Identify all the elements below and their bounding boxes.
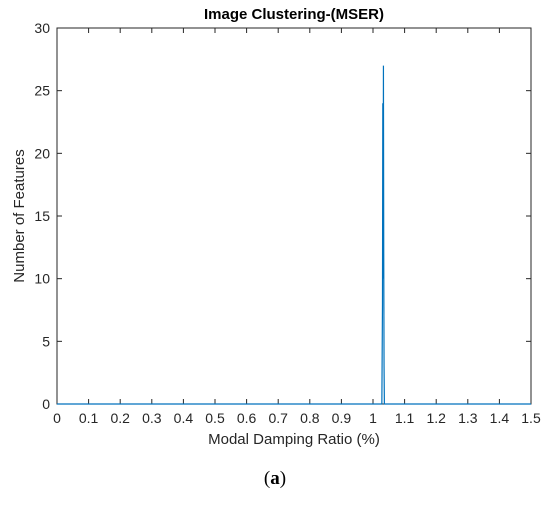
y-tick-label: 30 xyxy=(34,20,50,36)
y-axis: 0 5 10 15 20 25 30 xyxy=(34,20,531,412)
y-tick-label: 10 xyxy=(34,271,50,287)
caption-letter: a xyxy=(270,468,280,489)
plot-area xyxy=(56,27,532,405)
y-tick-label: 5 xyxy=(42,333,50,349)
y-tick-label: 25 xyxy=(34,83,50,99)
figure-caption: (a) xyxy=(263,468,287,489)
x-tick-label: 0.8 xyxy=(300,410,320,426)
x-tick-label: 0.9 xyxy=(332,410,352,426)
x-tick-label: 0 xyxy=(53,410,61,426)
x-tick-label: 1.3 xyxy=(458,410,478,426)
y-tick-label: 20 xyxy=(34,145,50,161)
x-tick-label: 0.1 xyxy=(79,410,99,426)
x-tick-label: 0.5 xyxy=(205,410,225,426)
chart-title: Image Clustering-(MSER) xyxy=(204,6,384,23)
x-tick-label: 0.6 xyxy=(237,410,257,426)
x-tick-label: 0.7 xyxy=(268,410,288,426)
x-tick-label: 1.4 xyxy=(490,410,510,426)
x-axis-title: Modal Damping Ratio (%) xyxy=(208,431,380,448)
series-line xyxy=(57,65,531,405)
x-tick-label: 0.2 xyxy=(110,410,130,426)
x-tick-label: 0.3 xyxy=(142,410,162,426)
x-tick-label: 1.1 xyxy=(395,410,415,426)
x-tick-label: 0.4 xyxy=(174,410,194,426)
x-axis: 0 0.1 0.2 0.3 0.4 0.5 0.6 0.7 0.8 0.9 1 1.1 1.2 1.3 1.… xyxy=(53,28,541,426)
chart: 0 0.1 0.2 0.3 0.4 0.5 0.6 0.7 0.8 0.9 1 1.1 1.2 1.3 1.… xyxy=(11,6,541,448)
x-tick-label: 1 xyxy=(369,410,377,426)
y-tick-label: 15 xyxy=(34,208,50,224)
x-tick-label: 1.5 xyxy=(521,410,541,426)
y-axis-title: Number of Features xyxy=(11,149,28,282)
y-tick-label: 0 xyxy=(42,396,50,412)
x-tick-label: 1.2 xyxy=(426,410,446,426)
